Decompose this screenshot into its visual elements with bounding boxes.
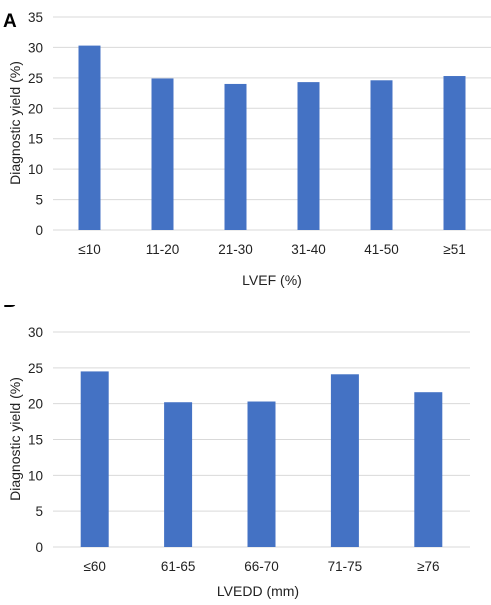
x-tick-label: 11-20 xyxy=(146,242,180,257)
bar xyxy=(164,402,193,547)
x-tick-label: ≤10 xyxy=(78,242,100,257)
y-tick-label: 30 xyxy=(28,40,43,55)
y-tick-label: 15 xyxy=(28,132,43,147)
y-tick-label: 15 xyxy=(28,433,43,448)
bar xyxy=(247,401,276,547)
gridlines-a xyxy=(53,16,491,231)
y-tick-label: 10 xyxy=(28,162,43,177)
bars-a xyxy=(78,45,466,230)
x-tick-label: 21-30 xyxy=(218,242,253,257)
y-tick-label: 0 xyxy=(35,540,43,555)
y-tick-labels-b: 0 5 10 15 20 25 30 xyxy=(28,325,43,555)
y-tick-label: 25 xyxy=(28,361,43,376)
bar xyxy=(330,374,359,547)
x-tick-label: ≥76 xyxy=(417,559,439,574)
y-axis-title-b: Diagnostic yield (%) xyxy=(7,377,23,501)
panel-label-b: B xyxy=(3,305,17,312)
x-tick-label: ≥51 xyxy=(443,242,465,257)
bar xyxy=(151,78,174,230)
y-axis-title-a: Diagnostic yield (%) xyxy=(7,61,23,185)
x-axis-title-a: LVEF (%) xyxy=(242,272,302,288)
bar xyxy=(443,76,466,230)
bar xyxy=(414,392,443,547)
y-tick-labels-a: 0 5 10 15 20 25 30 35 xyxy=(28,10,43,238)
x-axis-title-b: LVEDD (mm) xyxy=(217,583,299,599)
y-tick-label: 25 xyxy=(28,71,43,86)
bar xyxy=(224,83,247,230)
y-tick-label: 30 xyxy=(28,325,43,340)
x-tick-labels-b: ≤60 61-65 66-70 71-75 ≥76 xyxy=(83,559,439,574)
x-tick-label: 41-50 xyxy=(364,242,399,257)
x-tick-labels-a: ≤10 11-20 21-30 31-40 41-50 ≥51 xyxy=(78,242,465,257)
bar xyxy=(78,45,101,230)
y-tick-label: 10 xyxy=(28,468,43,483)
y-tick-label: 5 xyxy=(35,193,43,208)
y-tick-label: 20 xyxy=(28,397,43,412)
y-tick-label: 35 xyxy=(28,10,43,25)
x-tick-label: 61-65 xyxy=(161,559,196,574)
chart-b: B 0 5 10 15 20 25 30 ≤60 61-65 66-70 71-75 ≥76 Dia… xyxy=(3,305,470,599)
x-tick-label: 71-75 xyxy=(328,559,363,574)
x-tick-label: 31-40 xyxy=(291,242,326,257)
y-tick-label: 5 xyxy=(35,504,43,519)
y-tick-label: 20 xyxy=(28,101,43,116)
bar xyxy=(370,80,393,230)
bar xyxy=(80,371,109,547)
x-tick-label: 66-70 xyxy=(244,559,279,574)
y-tick-label: 0 xyxy=(35,223,43,238)
bars-b xyxy=(80,371,443,547)
bar xyxy=(297,82,320,230)
chart-a: A 0 5 10 15 20 25 30 35 ≤10 11-20 21-30 31-40 41-50… xyxy=(3,10,491,288)
x-tick-label: ≤60 xyxy=(83,559,105,574)
panel-label-a: A xyxy=(3,11,17,32)
